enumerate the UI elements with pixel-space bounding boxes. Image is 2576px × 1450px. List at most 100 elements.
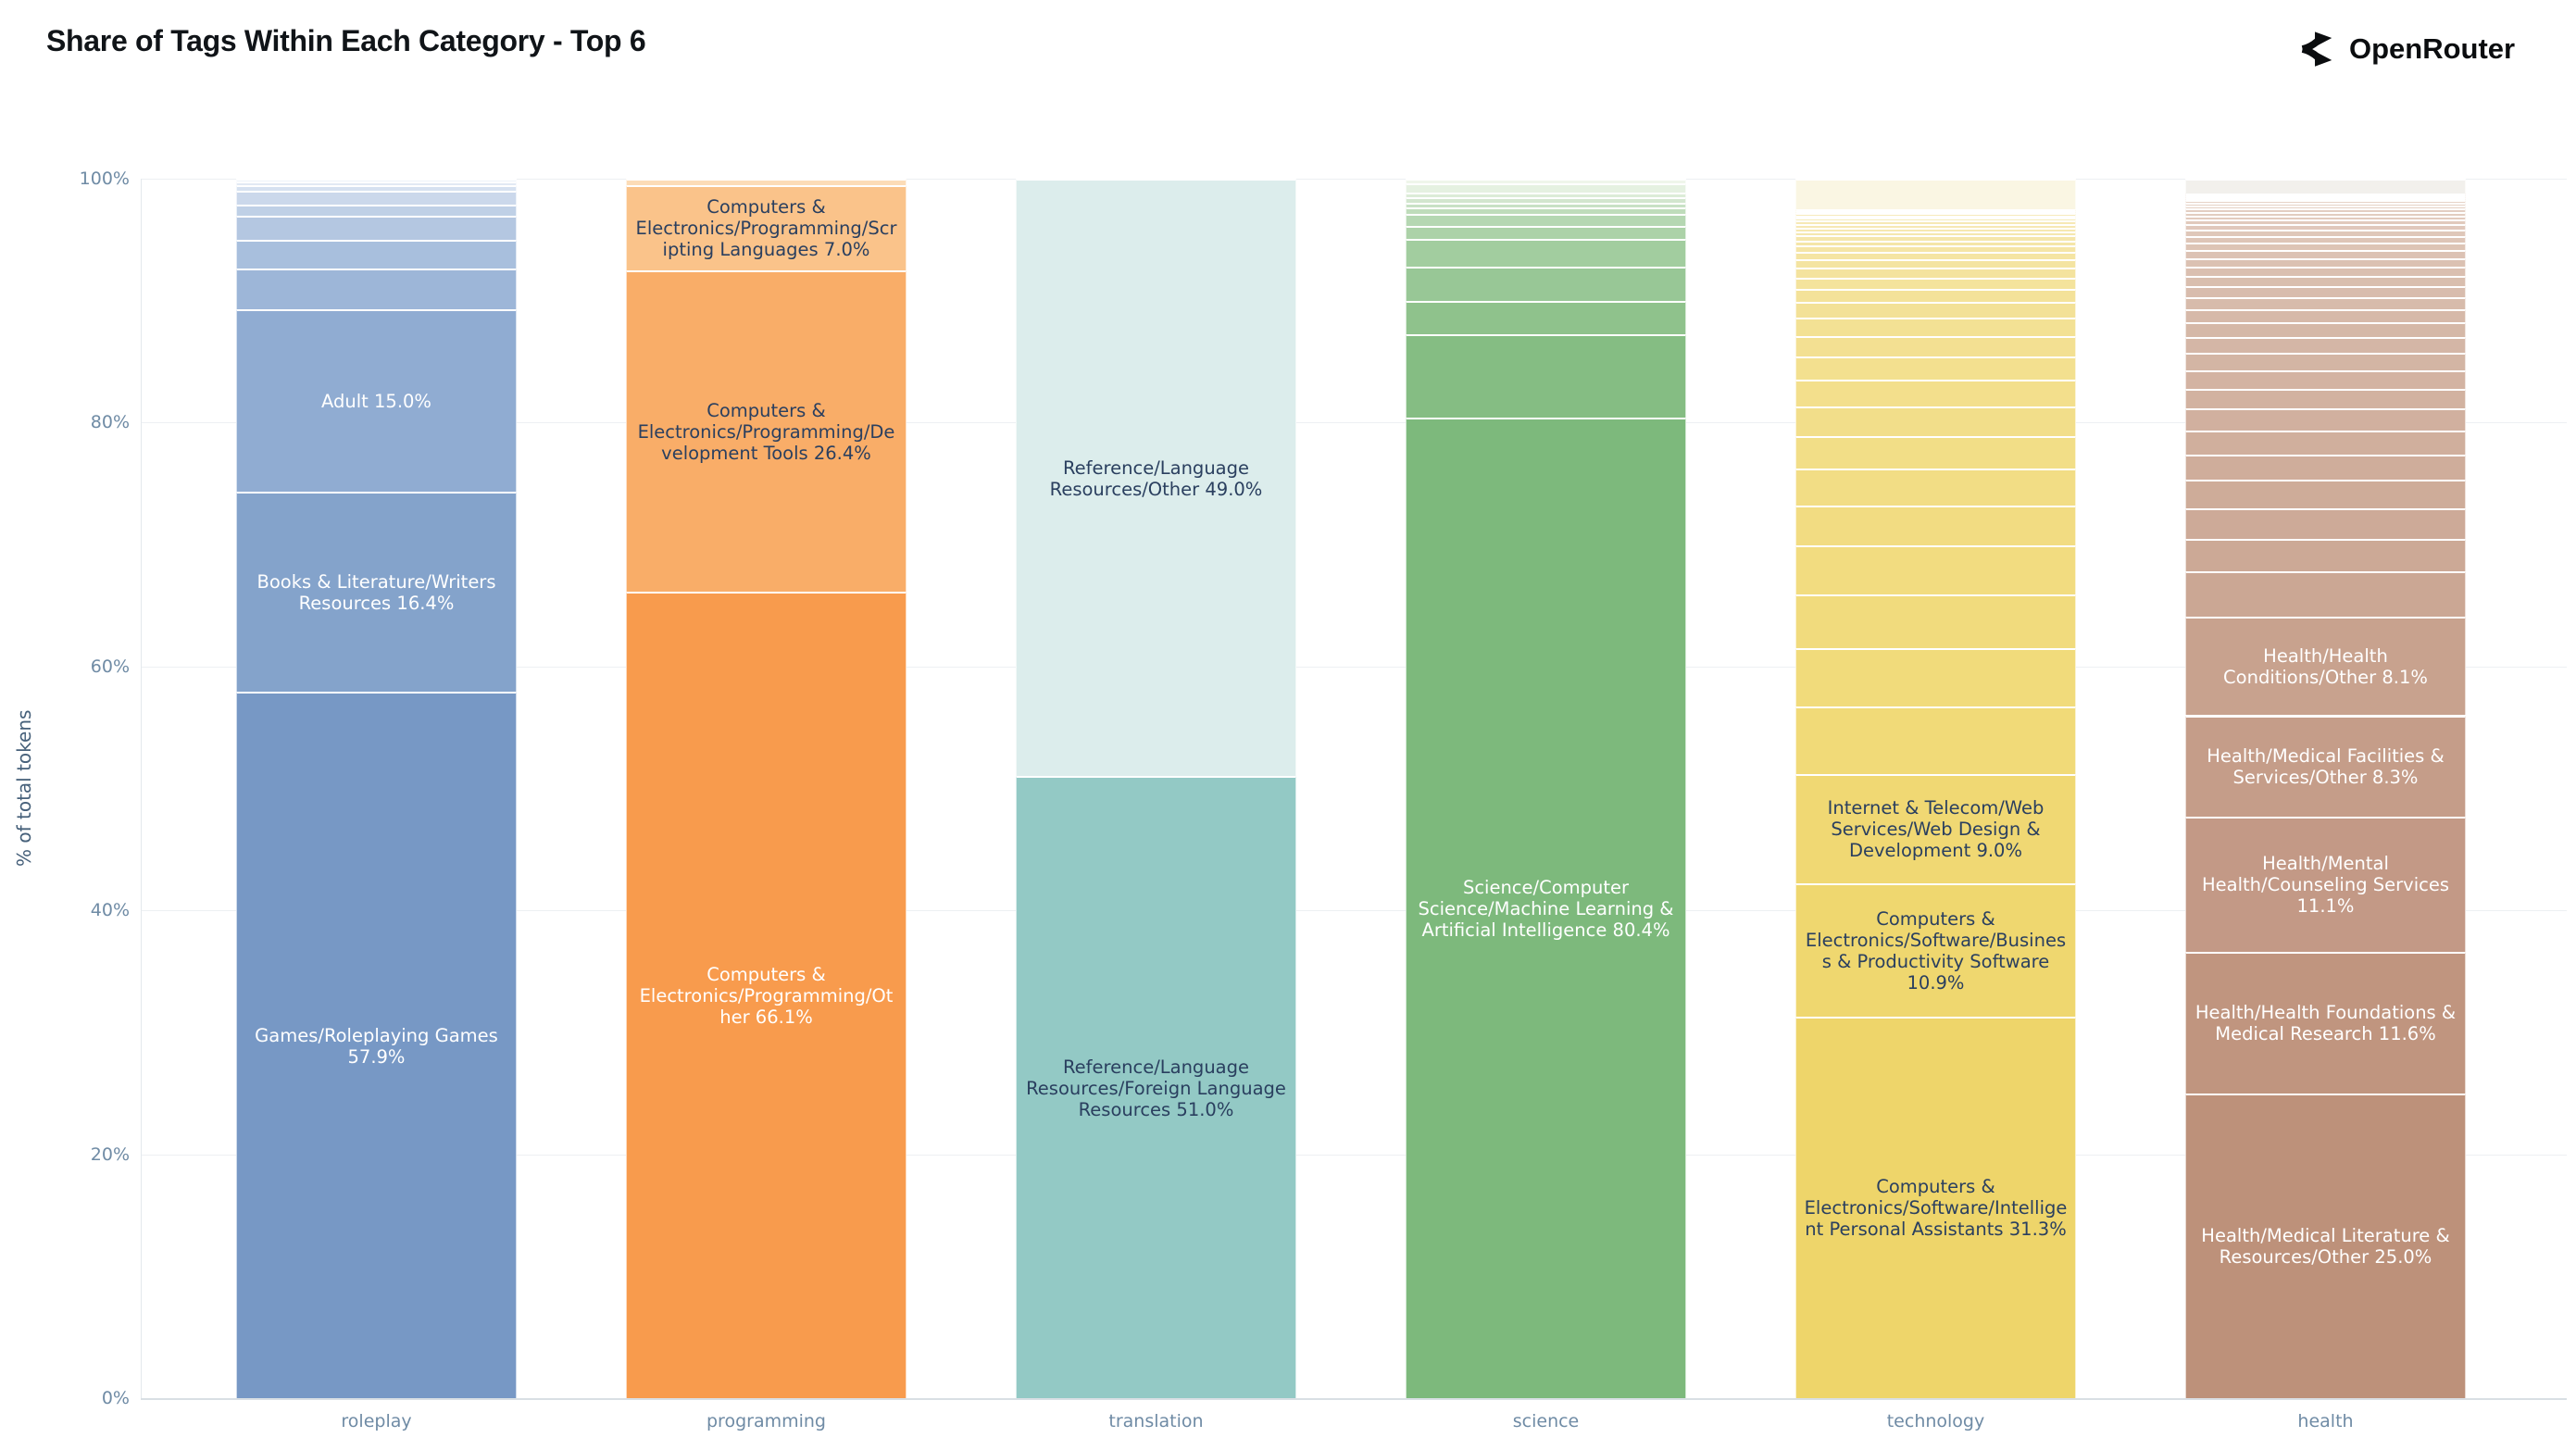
- bar-segment[interactable]: [2185, 337, 2466, 354]
- bar-segment[interactable]: [1795, 545, 2076, 595]
- bar-segment[interactable]: [1795, 240, 2076, 246]
- bar-segment-labeled[interactable]: Reference/Language Resources/Other 49.0%: [1016, 179, 1296, 777]
- bar-segment[interactable]: [2185, 200, 2466, 203]
- bar-segment[interactable]: [1795, 356, 2076, 381]
- bar-segment[interactable]: [1795, 223, 2076, 228]
- bar-segment-labeled[interactable]: Health/Medical Facilities & Services/Oth…: [2185, 715, 2466, 817]
- bar-segment-labeled[interactable]: Science/Computer Science/Machine Learnin…: [1406, 418, 1686, 1398]
- bar-segment[interactable]: [2185, 369, 2466, 389]
- bar-segment[interactable]: [2185, 197, 2466, 201]
- bar-segment[interactable]: [1795, 277, 2076, 289]
- bar-segment[interactable]: [1795, 258, 2076, 269]
- bar-segment-labeled[interactable]: Computers & Electronics/Software/Intelli…: [1795, 1016, 2076, 1398]
- bar-segment[interactable]: [1795, 406, 2076, 436]
- bar-segment[interactable]: [2185, 322, 2466, 338]
- bar-segment[interactable]: [2185, 194, 2466, 196]
- bar-segment[interactable]: [2185, 266, 2466, 276]
- bar-segment[interactable]: [1795, 179, 2076, 209]
- bar-segment[interactable]: [1406, 301, 1686, 334]
- bar-segment[interactable]: [1795, 268, 2076, 278]
- bar-segment[interactable]: [2185, 230, 2466, 236]
- bar-segment[interactable]: [2185, 207, 2466, 212]
- bar-segment[interactable]: [2185, 202, 2466, 206]
- bar-segment[interactable]: [1795, 220, 2076, 224]
- bar-segment-labeled[interactable]: Health/Health Foundations & Medical Rese…: [2185, 951, 2466, 1094]
- bar-segment[interactable]: [2185, 224, 2466, 231]
- bar-segment[interactable]: [2185, 430, 2466, 455]
- bar-segment[interactable]: [2185, 388, 2466, 409]
- bar-segment[interactable]: [1795, 380, 2076, 407]
- bar-segment[interactable]: [1795, 288, 2076, 303]
- bar-segment[interactable]: [1406, 225, 1686, 240]
- bar-segment[interactable]: [236, 269, 517, 309]
- bar-segment[interactable]: [236, 215, 517, 240]
- bar-segment[interactable]: [2185, 219, 2466, 225]
- bar-segment[interactable]: [1795, 231, 2076, 236]
- bar-segment[interactable]: [236, 181, 517, 185]
- bar-segment[interactable]: [1795, 648, 2076, 707]
- bar-segment[interactable]: [1795, 212, 2076, 216]
- bar-segment[interactable]: [236, 191, 517, 205]
- bar-segment-labeled[interactable]: Computers & Electronics/Software/Busines…: [1795, 883, 2076, 1017]
- bar-segment[interactable]: [1795, 435, 2076, 469]
- bar-segment[interactable]: [236, 179, 517, 181]
- bar-segment-labeled[interactable]: Computers & Electronics/Programming/Deve…: [626, 269, 907, 593]
- bar-segment[interactable]: [1406, 239, 1686, 268]
- bar-segment[interactable]: [2185, 454, 2466, 481]
- bar-segment[interactable]: [1406, 333, 1686, 419]
- bar-segment[interactable]: [2185, 195, 2466, 198]
- bar-segment[interactable]: [2185, 296, 2466, 309]
- bar-segment[interactable]: [2185, 571, 2466, 617]
- bar-segment[interactable]: [1795, 218, 2076, 221]
- bar-segment-labeled[interactable]: Health/Health Conditions/Other 8.1%: [2185, 616, 2466, 716]
- bar-segment[interactable]: [1795, 302, 2076, 319]
- bar-segment-labeled[interactable]: Health/Medical Literature & Resources/Ot…: [2185, 1093, 2466, 1398]
- bar-segment-labeled[interactable]: Health/Mental Health/Counseling Services…: [2185, 816, 2466, 952]
- bar-segment-labeled[interactable]: Adult 15.0%: [236, 308, 517, 493]
- bar-segment[interactable]: [2185, 480, 2466, 508]
- bar-segment-labeled[interactable]: Computers & Electronics/Programming/Othe…: [626, 592, 907, 1398]
- bar-segment[interactable]: [2185, 353, 2466, 370]
- bar-segment[interactable]: [2185, 179, 2466, 194]
- bar-segment[interactable]: [1795, 245, 2076, 253]
- bar-segment-labeled[interactable]: Computers & Electronics/Programming/Scri…: [626, 184, 907, 270]
- bar-segment[interactable]: [1795, 335, 2076, 357]
- bar-segment[interactable]: [1406, 267, 1686, 302]
- bar-segment[interactable]: [1406, 206, 1686, 214]
- bar-segment[interactable]: [2185, 408, 2466, 431]
- bar-segment[interactable]: [626, 179, 907, 185]
- bar-segment[interactable]: [1406, 183, 1686, 194]
- bar-segment[interactable]: [1795, 252, 2076, 259]
- bar-segment[interactable]: [2185, 257, 2466, 267]
- bar-segment[interactable]: [1795, 318, 2076, 336]
- bar-segment[interactable]: [1406, 197, 1686, 203]
- bar-segment-labeled[interactable]: Books & Literature/Writers Resources 16.…: [236, 492, 517, 693]
- bar-segment[interactable]: [1795, 210, 2076, 213]
- bar-segment[interactable]: [2185, 250, 2466, 258]
- bar-segment[interactable]: [1406, 193, 1686, 198]
- bar-segment[interactable]: [2185, 538, 2466, 572]
- bar-segment[interactable]: [1795, 706, 2076, 774]
- bar-segment[interactable]: [1795, 235, 2076, 241]
- bar-segment[interactable]: [1795, 594, 2076, 649]
- bar-segment[interactable]: [1795, 227, 2076, 231]
- bar-segment[interactable]: [2185, 308, 2466, 323]
- bar-segment[interactable]: [236, 184, 517, 192]
- bar-segment[interactable]: [2185, 507, 2466, 539]
- bar-segment-labeled[interactable]: Games/Roleplaying Games 57.9%: [236, 692, 517, 1398]
- bar-segment[interactable]: [1795, 208, 2076, 211]
- bar-segment[interactable]: [2185, 215, 2466, 220]
- bar-segment-labeled[interactable]: Reference/Language Resources/Foreign Lan…: [1016, 776, 1296, 1398]
- bar-segment-labeled[interactable]: Internet & Telecom/Web Services/Web Desi…: [1795, 773, 2076, 884]
- bar-segment[interactable]: [2185, 193, 2466, 195]
- bar-segment[interactable]: [236, 239, 517, 269]
- bar-segment[interactable]: [2185, 243, 2466, 251]
- bar-segment[interactable]: [2185, 205, 2466, 208]
- bar-segment[interactable]: [1406, 213, 1686, 226]
- bar-segment[interactable]: [1406, 202, 1686, 207]
- bar-segment[interactable]: [2185, 211, 2466, 216]
- bar-segment[interactable]: [1795, 505, 2076, 546]
- bar-segment[interactable]: [2185, 235, 2466, 244]
- bar-segment[interactable]: [2185, 275, 2466, 286]
- bar-segment[interactable]: [2185, 285, 2466, 297]
